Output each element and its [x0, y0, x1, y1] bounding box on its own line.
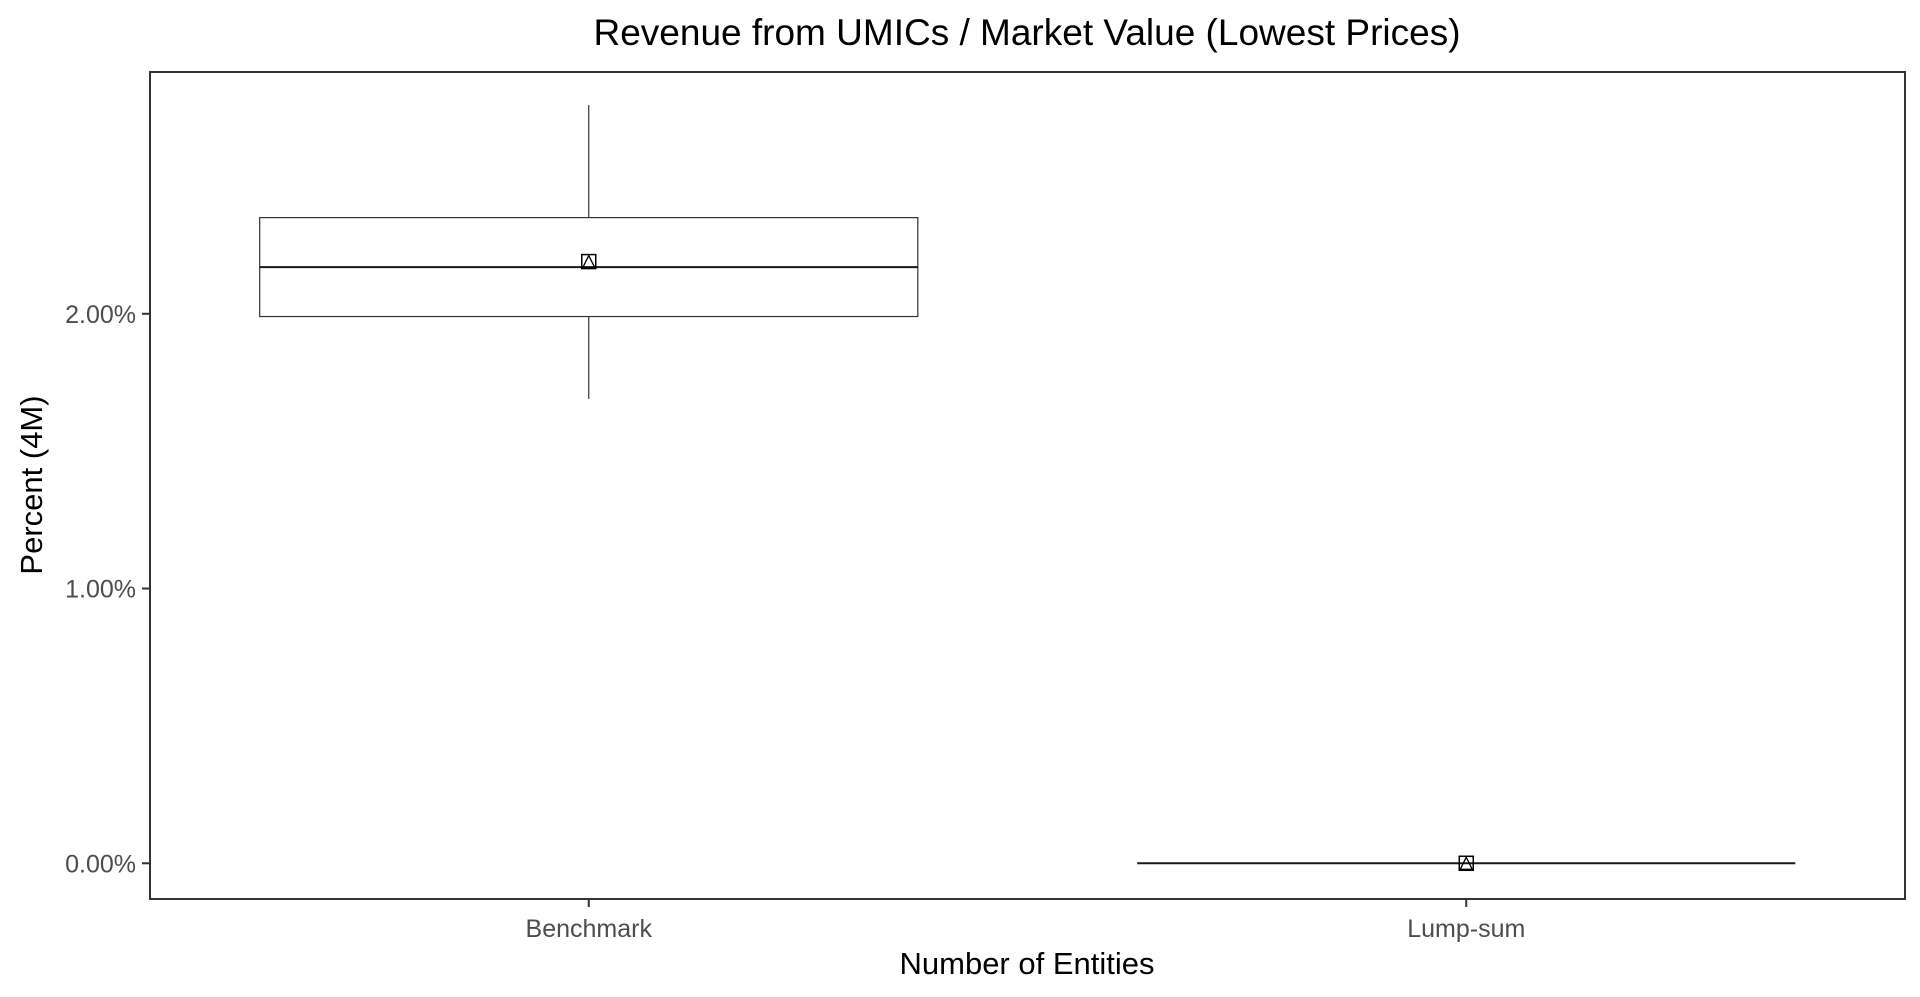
mean-triangle-marker	[1459, 855, 1474, 870]
x-axis-title: Number of Entities	[900, 946, 1155, 981]
x-tick-label: Lump-sum	[1407, 915, 1525, 943]
box-benchmark	[259, 104, 919, 399]
x-axis: Benchmark Lump-sum	[526, 899, 1525, 943]
chart-title: Revenue from UMICs / Market Value (Lowes…	[593, 12, 1460, 53]
box-lump-sum	[1137, 855, 1796, 872]
y-tick-label: 2.00%	[65, 301, 136, 329]
y-axis: 0.00% 1.00% 2.00%	[65, 301, 150, 878]
y-axis-title: Percent (4M)	[14, 395, 49, 574]
mean-triangle-marker	[581, 254, 596, 269]
box-series	[259, 104, 1796, 872]
y-tick-label: 0.00%	[65, 850, 136, 878]
y-tick-label: 1.00%	[65, 576, 136, 604]
plot-panel	[149, 71, 1906, 900]
x-tick-label: Benchmark	[526, 915, 653, 943]
